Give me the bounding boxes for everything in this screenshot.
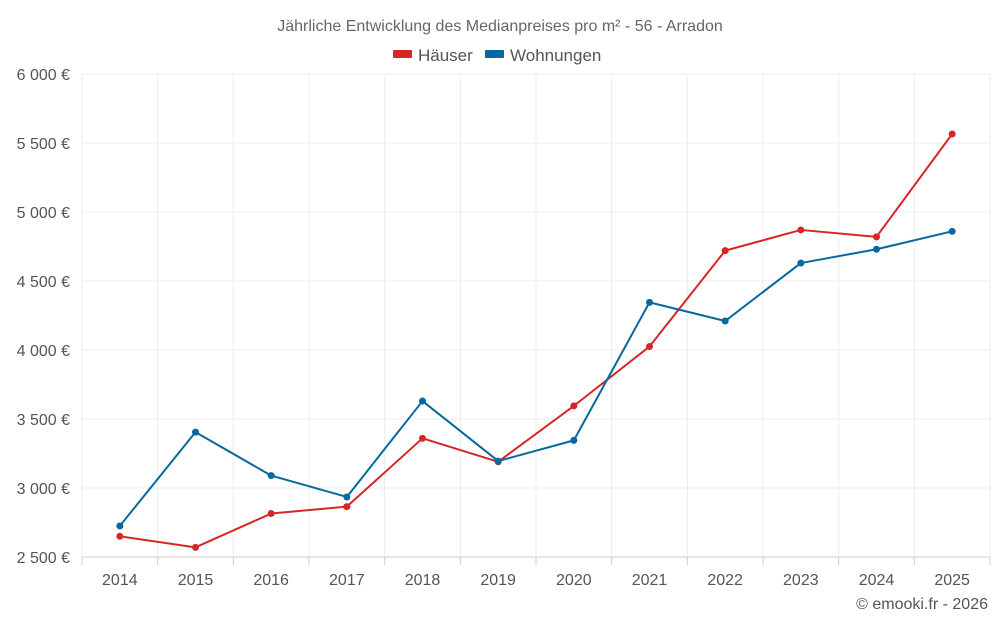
data-point-wohnungen[interactable] — [570, 436, 578, 444]
data-point-haeuser[interactable] — [267, 510, 275, 518]
x-tick-label: 2018 — [405, 572, 441, 589]
y-tick-label: 5 000 € — [17, 205, 70, 222]
legend-label-haeuser[interactable]: Häuser — [418, 46, 473, 65]
data-point-wohnungen[interactable] — [646, 298, 653, 306]
y-tick-label: 3 500 € — [17, 412, 70, 429]
data-point-haeuser[interactable] — [797, 226, 805, 234]
data-point-wohnungen[interactable] — [116, 522, 124, 530]
credit-text: © emooki.fr - 2026 — [856, 596, 988, 613]
y-axis: 2 500 € 3 000 € 3 500 € 4 000 € 4 500 € 5 000… — [17, 67, 70, 567]
data-point-haeuser[interactable] — [192, 543, 199, 551]
data-point-haeuser[interactable] — [873, 233, 880, 241]
legend-label-wohnungen[interactable]: Wohnungen — [510, 46, 601, 65]
x-tick-label: 2024 — [859, 572, 895, 589]
y-tick-label: 4 500 € — [17, 274, 70, 291]
grid — [81, 73, 991, 558]
x-tick-label: 2021 — [632, 572, 668, 589]
data-point-wohnungen[interactable] — [192, 428, 199, 436]
y-tick-label: 6 000 € — [17, 67, 70, 84]
data-point-wohnungen[interactable] — [948, 227, 956, 235]
x-tick-label: 2019 — [480, 572, 516, 589]
series-line-wohnungen — [119, 230, 953, 527]
legend-swatch-haeuser — [393, 50, 412, 58]
x-tick-label: 2017 — [329, 572, 365, 589]
x-tick-label: 2023 — [783, 572, 819, 589]
y-tick-label: 5 500 € — [17, 136, 70, 153]
legend-swatch-wohnungen — [485, 50, 504, 58]
data-point-wohnungen[interactable] — [494, 457, 502, 465]
data-point-haeuser[interactable] — [116, 532, 124, 540]
y-tick-label: 3 000 € — [17, 481, 70, 498]
data-point-haeuser[interactable] — [570, 402, 578, 410]
series — [116, 130, 956, 551]
x-tick-label: 2020 — [556, 572, 592, 589]
x-tick-label: 2022 — [707, 572, 743, 589]
data-point-wohnungen[interactable] — [267, 472, 275, 480]
x-tick-label: 2015 — [178, 572, 214, 589]
y-tick-label: 4 000 € — [17, 343, 70, 360]
data-point-wohnungen[interactable] — [797, 259, 805, 267]
x-tick-label: 2025 — [934, 572, 970, 589]
y-tick-label: 2 500 € — [17, 550, 70, 567]
chart-title: Jährliche Entwicklung des Medianpreises … — [277, 18, 723, 35]
data-point-haeuser[interactable] — [948, 130, 956, 138]
data-point-haeuser[interactable] — [646, 343, 653, 351]
data-point-wohnungen[interactable] — [419, 397, 426, 405]
data-point-haeuser[interactable] — [721, 247, 729, 255]
data-point-haeuser[interactable] — [419, 434, 426, 442]
legend: Häuser Wohnungen — [393, 46, 601, 65]
series-line-haeuser — [119, 133, 953, 549]
x-tick-label: 2014 — [102, 572, 138, 589]
data-point-wohnungen[interactable] — [721, 317, 729, 325]
data-point-wohnungen[interactable] — [873, 245, 880, 253]
data-point-haeuser[interactable] — [343, 503, 351, 511]
x-tick-label: 2016 — [253, 572, 289, 589]
x-axis: 2014 2015 2016 2017 2018 2019 2020 2021 2022 2023… — [81, 557, 991, 589]
data-point-wohnungen[interactable] — [343, 493, 351, 501]
